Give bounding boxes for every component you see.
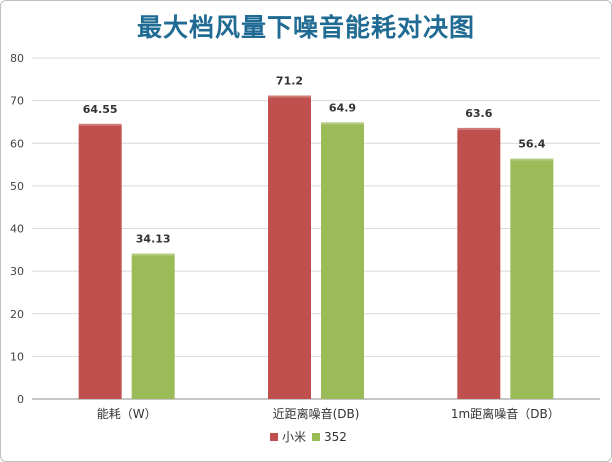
data-label: 64.55: [83, 103, 118, 116]
y-tick-label: 70: [10, 95, 24, 108]
bar-xiaomi-2: [457, 127, 501, 399]
y-tick-label: 0: [17, 393, 24, 406]
bar-highlight: [268, 95, 311, 98]
y-tick-label: 40: [10, 223, 24, 236]
y-tick-label: 20: [10, 308, 24, 321]
data-label: 34.13: [136, 233, 171, 246]
bar-352-1: [321, 122, 364, 400]
bar-highlight: [78, 123, 122, 126]
legend-label: 小米: [282, 430, 306, 444]
bar-352-2: [510, 158, 554, 399]
legend-swatch: [312, 433, 320, 441]
legend-swatch: [270, 433, 278, 441]
category-label: 近距离噪音(DB): [273, 406, 360, 421]
y-tick-label: 60: [10, 137, 24, 150]
data-label: 56.4: [518, 138, 545, 151]
y-tick-label: 80: [10, 52, 24, 65]
bar-highlight: [321, 122, 364, 125]
data-label: 63.6: [465, 107, 492, 120]
bar-xiaomi-1: [268, 95, 311, 399]
y-tick-label: 50: [10, 180, 24, 193]
y-tick-label: 10: [10, 350, 24, 363]
category-label: 1m距离噪音（DB）: [451, 406, 560, 421]
y-tick-label: 30: [10, 265, 24, 278]
legend-label: 352: [324, 430, 347, 444]
bar-xiaomi-0: [78, 123, 122, 399]
chart-title: 最大档风量下噪音能耗对决图: [136, 13, 475, 42]
category-label: 能耗（W）: [97, 407, 157, 421]
bar-highlight: [457, 127, 501, 130]
bar-highlight: [131, 253, 175, 256]
data-label: 64.9: [329, 101, 356, 114]
bar-highlight: [510, 158, 554, 161]
data-label: 71.2: [276, 75, 303, 88]
bar-352-0: [131, 253, 175, 399]
